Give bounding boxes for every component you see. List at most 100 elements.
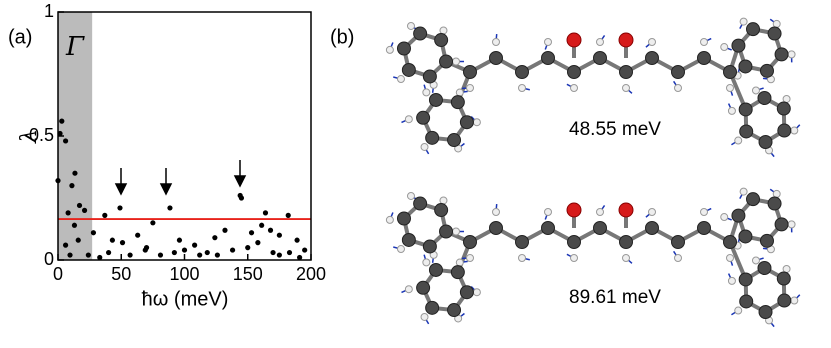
carbon [739,273,752,286]
carbon [758,92,771,105]
carbon [440,225,453,238]
hydrogen [421,143,428,150]
carbon [542,52,555,65]
x-tick-label: 200 [296,264,326,284]
x-axis-label: ħω (meV) [142,288,229,310]
carbon [778,124,791,137]
carbon [698,222,711,235]
point [69,183,74,188]
hydrogen [597,209,604,216]
point [268,228,273,233]
point [287,250,292,255]
point [128,252,133,257]
carbon [435,204,448,217]
panel-label: (a) [8,26,32,48]
carbon [460,116,473,129]
carbon [777,272,790,285]
hydrogen [493,39,500,46]
carbon [568,236,581,249]
hydrogen [519,85,526,92]
point [263,210,268,215]
arrowhead [161,184,171,194]
point [106,250,111,255]
hydrogen [773,20,780,27]
point [110,238,115,243]
point [286,213,291,218]
point [230,247,235,252]
hydrogen [453,58,460,65]
carbon [646,222,659,235]
carbon [747,193,760,206]
y-tick-label: 0.5 [29,125,54,145]
hydrogen [467,85,474,92]
hydrogen [623,255,630,262]
point [270,250,275,255]
carbon [448,134,461,147]
arrowhead [116,184,126,194]
hydrogen [545,209,552,216]
hydrogen [623,85,630,92]
oxygen [567,203,581,217]
carbon [739,230,752,243]
carbon [646,52,659,65]
carbon [490,52,503,65]
carbon [760,234,773,247]
hydrogen [397,246,404,253]
hydrogen [735,137,742,144]
carbon [402,63,415,76]
carbon [620,236,633,249]
point [192,243,197,248]
point [302,247,307,252]
carbon [739,60,752,73]
point [177,238,182,243]
hydrogen [386,216,393,223]
carbon [490,222,503,235]
carbon [448,304,461,317]
carbon [777,102,790,115]
hydrogen [701,209,708,216]
carbon [594,222,607,235]
hydrogen [675,85,682,92]
point [117,205,122,210]
panel-label: (b) [330,26,354,48]
carbon [724,66,737,79]
point [205,250,210,255]
point [86,252,91,257]
carbon [620,66,633,79]
carbon [429,93,442,106]
oxygen [567,33,581,47]
carbon [397,42,410,55]
hydrogen [735,307,742,314]
mode-label: 89.61 meV [569,287,661,308]
carbon [429,263,442,276]
point [182,247,187,252]
carbon [417,111,430,124]
point [144,245,149,250]
hydrogen [545,39,552,46]
oxygen [619,33,633,47]
point [77,203,82,208]
hydrogen [649,39,656,46]
carbon [426,301,439,314]
hydrogen [783,95,790,102]
carbon [759,135,772,148]
hydrogen [453,228,460,235]
carbon [759,305,772,318]
hydrogen [456,89,463,96]
carbon [440,55,453,68]
point [76,238,81,243]
carbon [740,295,753,308]
mode-label: 48.55 meV [569,119,661,140]
carbon [778,294,791,307]
hydrogen [649,209,656,216]
carbon [542,222,555,235]
molecules [386,18,799,327]
point [66,210,71,215]
hydrogen [675,255,682,262]
carbon [464,66,477,79]
carbon [435,34,448,47]
hydrogen [386,46,393,53]
point [197,252,202,257]
